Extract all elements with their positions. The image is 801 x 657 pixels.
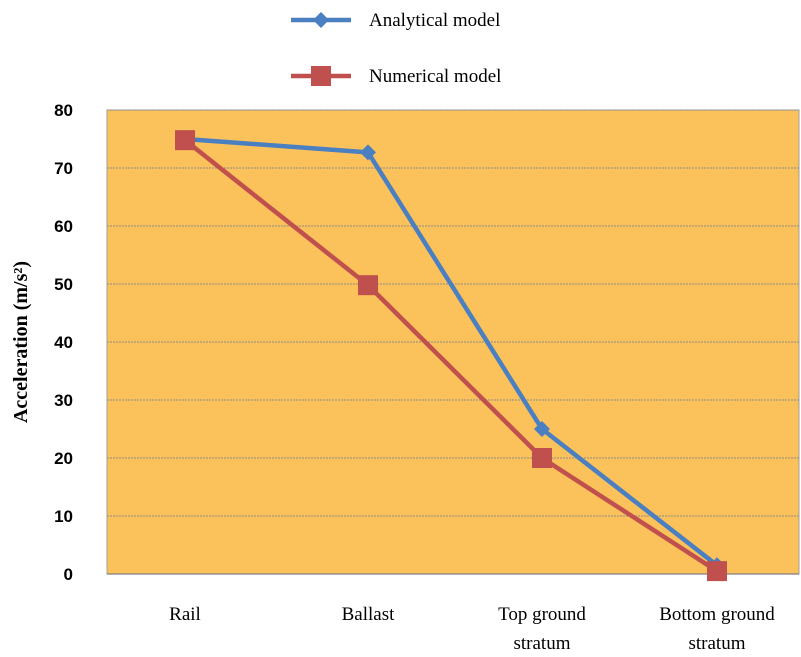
data-point — [534, 421, 550, 437]
data-point — [532, 448, 552, 468]
y-tick-label-20: 20 — [54, 449, 73, 468]
data-point — [707, 561, 727, 582]
x-category-label: Rail — [169, 604, 201, 625]
legend-label: Numerical model — [369, 66, 501, 87]
series-line — [184, 136, 719, 568]
legend-entry: Analytical model — [291, 10, 500, 31]
legend-marker — [311, 66, 331, 86]
data-point — [360, 144, 376, 161]
series-layer — [175, 130, 727, 582]
legend-label: Analytical model — [369, 10, 500, 31]
y-tick-label-0: 0 — [64, 565, 73, 584]
y-axis-title: Acceleration (m/s²) — [10, 261, 32, 423]
data-point — [175, 130, 195, 151]
y-axis-ticks: 0 10 20 30 40 50 60 70 80 — [54, 101, 73, 584]
y-tick-label-60: 60 — [54, 217, 73, 236]
series-line — [183, 138, 719, 573]
y-tick-label-50: 50 — [54, 275, 73, 294]
legend-marker — [313, 12, 329, 28]
series-2 — [175, 130, 727, 582]
data-point — [358, 275, 378, 296]
legend: Analytical model Numerical model — [291, 10, 501, 87]
legend-entry: Numerical model — [291, 66, 501, 87]
x-category-label: Top ground stratum — [498, 604, 586, 654]
y-tick-label-30: 30 — [54, 391, 73, 410]
y-tick-label-70: 70 — [54, 159, 73, 178]
y-tick-label-40: 40 — [54, 333, 73, 352]
y-tick-label-80: 80 — [54, 101, 73, 120]
y-tick-label-10: 10 — [54, 507, 73, 526]
x-axis-categories: Rail Ballast Top ground stratum Bottom groun… — [169, 604, 775, 654]
x-category-label: Ballast — [342, 604, 395, 625]
x-category-label: Bottom ground stratum — [659, 604, 775, 654]
